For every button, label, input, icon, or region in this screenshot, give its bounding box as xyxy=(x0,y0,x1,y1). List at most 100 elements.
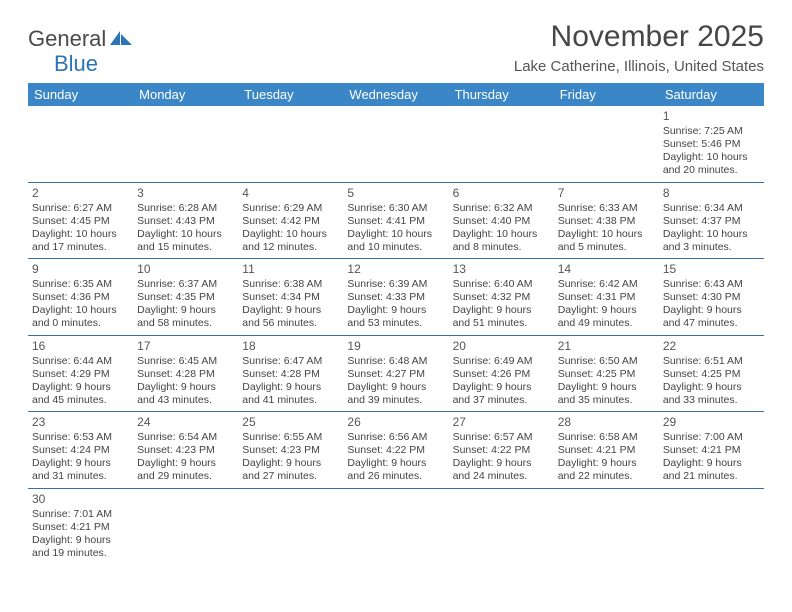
sunset-text: Sunset: 4:22 PM xyxy=(453,444,550,457)
sunrise-text: Sunrise: 6:54 AM xyxy=(137,431,234,444)
day-number: 12 xyxy=(347,262,444,277)
logo: General xyxy=(28,26,134,52)
day-number: 17 xyxy=(137,339,234,354)
calendar-day: 1Sunrise: 7:25 AMSunset: 5:46 PMDaylight… xyxy=(659,106,764,182)
calendar-day: 7Sunrise: 6:33 AMSunset: 4:38 PMDaylight… xyxy=(554,182,659,259)
sunset-text: Sunset: 5:46 PM xyxy=(663,138,760,151)
day-number: 18 xyxy=(242,339,339,354)
daylight-text: Daylight: 9 hours and 27 minutes. xyxy=(242,457,339,483)
sunrise-text: Sunrise: 6:29 AM xyxy=(242,202,339,215)
month-title: November 2025 xyxy=(514,20,764,54)
daylight-text: Daylight: 9 hours and 35 minutes. xyxy=(558,381,655,407)
calendar-day: 2Sunrise: 6:27 AMSunset: 4:45 PMDaylight… xyxy=(28,182,133,259)
sunset-text: Sunset: 4:25 PM xyxy=(558,368,655,381)
calendar-day: 23Sunrise: 6:53 AMSunset: 4:24 PMDayligh… xyxy=(28,412,133,489)
sunset-text: Sunset: 4:21 PM xyxy=(663,444,760,457)
calendar-empty xyxy=(554,488,659,564)
day-number: 2 xyxy=(32,186,129,201)
sunrise-text: Sunrise: 6:43 AM xyxy=(663,278,760,291)
calendar-empty xyxy=(343,106,448,182)
sunrise-text: Sunrise: 6:38 AM xyxy=(242,278,339,291)
daylight-text: Daylight: 9 hours and 29 minutes. xyxy=(137,457,234,483)
daylight-text: Daylight: 9 hours and 51 minutes. xyxy=(453,304,550,330)
sunset-text: Sunset: 4:21 PM xyxy=(32,521,129,534)
title-block: November 2025 Lake Catherine, Illinois, … xyxy=(514,20,764,75)
day-number: 26 xyxy=(347,415,444,430)
day-number: 29 xyxy=(663,415,760,430)
daylight-text: Daylight: 9 hours and 49 minutes. xyxy=(558,304,655,330)
calendar-day: 12Sunrise: 6:39 AMSunset: 4:33 PMDayligh… xyxy=(343,259,448,336)
sunrise-text: Sunrise: 6:57 AM xyxy=(453,431,550,444)
day-number: 23 xyxy=(32,415,129,430)
daylight-text: Daylight: 9 hours and 43 minutes. xyxy=(137,381,234,407)
sunrise-text: Sunrise: 6:49 AM xyxy=(453,355,550,368)
day-header: Sunday xyxy=(28,83,133,106)
sunrise-text: Sunrise: 6:50 AM xyxy=(558,355,655,368)
day-number: 1 xyxy=(663,109,760,124)
day-number: 15 xyxy=(663,262,760,277)
sunrise-text: Sunrise: 6:44 AM xyxy=(32,355,129,368)
sunset-text: Sunset: 4:23 PM xyxy=(242,444,339,457)
day-number: 10 xyxy=(137,262,234,277)
day-number: 24 xyxy=(137,415,234,430)
day-number: 9 xyxy=(32,262,129,277)
calendar-day: 18Sunrise: 6:47 AMSunset: 4:28 PMDayligh… xyxy=(238,335,343,412)
day-number: 16 xyxy=(32,339,129,354)
calendar-day: 27Sunrise: 6:57 AMSunset: 4:22 PMDayligh… xyxy=(449,412,554,489)
calendar-day: 29Sunrise: 7:00 AMSunset: 4:21 PMDayligh… xyxy=(659,412,764,489)
calendar-day: 24Sunrise: 6:54 AMSunset: 4:23 PMDayligh… xyxy=(133,412,238,489)
calendar-day: 19Sunrise: 6:48 AMSunset: 4:27 PMDayligh… xyxy=(343,335,448,412)
sunrise-text: Sunrise: 6:48 AM xyxy=(347,355,444,368)
sunrise-text: Sunrise: 6:40 AM xyxy=(453,278,550,291)
calendar-empty xyxy=(238,106,343,182)
sunset-text: Sunset: 4:28 PM xyxy=(137,368,234,381)
day-number: 22 xyxy=(663,339,760,354)
day-header: Tuesday xyxy=(238,83,343,106)
day-header: Friday xyxy=(554,83,659,106)
calendar-week: 30Sunrise: 7:01 AMSunset: 4:21 PMDayligh… xyxy=(28,488,764,564)
sunset-text: Sunset: 4:29 PM xyxy=(32,368,129,381)
sunset-text: Sunset: 4:25 PM xyxy=(663,368,760,381)
sunset-text: Sunset: 4:40 PM xyxy=(453,215,550,228)
calendar-empty xyxy=(133,106,238,182)
sunrise-text: Sunrise: 6:37 AM xyxy=(137,278,234,291)
calendar-week: 1Sunrise: 7:25 AMSunset: 5:46 PMDaylight… xyxy=(28,106,764,182)
calendar-empty xyxy=(28,106,133,182)
calendar-day: 17Sunrise: 6:45 AMSunset: 4:28 PMDayligh… xyxy=(133,335,238,412)
sunset-text: Sunset: 4:35 PM xyxy=(137,291,234,304)
daylight-text: Daylight: 9 hours and 19 minutes. xyxy=(32,534,129,560)
sunrise-text: Sunrise: 6:32 AM xyxy=(453,202,550,215)
daylight-text: Daylight: 10 hours and 3 minutes. xyxy=(663,228,760,254)
day-header: Saturday xyxy=(659,83,764,106)
sunrise-text: Sunrise: 6:53 AM xyxy=(32,431,129,444)
day-number: 6 xyxy=(453,186,550,201)
day-number: 14 xyxy=(558,262,655,277)
calendar-day: 13Sunrise: 6:40 AMSunset: 4:32 PMDayligh… xyxy=(449,259,554,336)
sunrise-text: Sunrise: 6:55 AM xyxy=(242,431,339,444)
day-number: 21 xyxy=(558,339,655,354)
logo-text-general: General xyxy=(28,26,106,52)
calendar-day: 8Sunrise: 6:34 AMSunset: 4:37 PMDaylight… xyxy=(659,182,764,259)
day-number: 28 xyxy=(558,415,655,430)
daylight-text: Daylight: 10 hours and 0 minutes. xyxy=(32,304,129,330)
daylight-text: Daylight: 9 hours and 21 minutes. xyxy=(663,457,760,483)
calendar-week: 9Sunrise: 6:35 AMSunset: 4:36 PMDaylight… xyxy=(28,259,764,336)
day-number: 19 xyxy=(347,339,444,354)
daylight-text: Daylight: 9 hours and 26 minutes. xyxy=(347,457,444,483)
calendar-page: General November 2025 Lake Catherine, Il… xyxy=(0,0,792,584)
logo-text-blue: Blue xyxy=(54,51,98,77)
calendar-empty xyxy=(449,106,554,182)
sunset-text: Sunset: 4:33 PM xyxy=(347,291,444,304)
calendar-day: 10Sunrise: 6:37 AMSunset: 4:35 PMDayligh… xyxy=(133,259,238,336)
daylight-text: Daylight: 9 hours and 39 minutes. xyxy=(347,381,444,407)
sunrise-text: Sunrise: 6:47 AM xyxy=(242,355,339,368)
calendar-day: 21Sunrise: 6:50 AMSunset: 4:25 PMDayligh… xyxy=(554,335,659,412)
sunrise-text: Sunrise: 7:25 AM xyxy=(663,125,760,138)
sunset-text: Sunset: 4:38 PM xyxy=(558,215,655,228)
calendar-day: 25Sunrise: 6:55 AMSunset: 4:23 PMDayligh… xyxy=(238,412,343,489)
sunrise-text: Sunrise: 6:28 AM xyxy=(137,202,234,215)
daylight-text: Daylight: 10 hours and 20 minutes. xyxy=(663,151,760,177)
sunset-text: Sunset: 4:37 PM xyxy=(663,215,760,228)
daylight-text: Daylight: 10 hours and 12 minutes. xyxy=(242,228,339,254)
calendar-body: 1Sunrise: 7:25 AMSunset: 5:46 PMDaylight… xyxy=(28,106,764,564)
